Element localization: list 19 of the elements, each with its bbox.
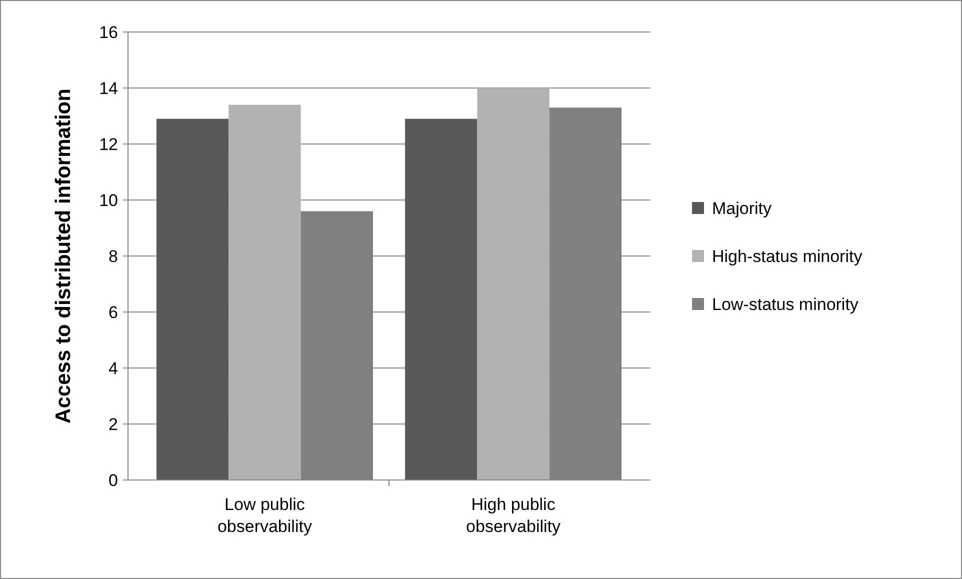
bar: [228, 104, 301, 480]
y-tick-label: 12: [99, 134, 118, 154]
bar: [477, 88, 550, 480]
x-tick-label: High public observability: [466, 495, 562, 536]
y-tick-label: 14: [99, 78, 118, 98]
y-tick-label: 16: [99, 22, 118, 42]
bar: [405, 118, 478, 480]
legend-label: High-status minority: [712, 246, 863, 266]
y-tick-label: 4: [108, 358, 118, 378]
legend-label: Low-status minority: [712, 294, 859, 314]
y-tick-label: 2: [108, 414, 118, 434]
y-tick-label: 8: [108, 246, 118, 266]
y-tick-label: 0: [108, 470, 118, 490]
y-tick-label: 6: [108, 302, 118, 322]
legend-label: Majority: [712, 198, 772, 218]
y-tick-label: 10: [99, 190, 118, 210]
bar: [156, 118, 229, 480]
x-tick-label: Low public observability: [217, 495, 312, 536]
y-axis-title: Access to distributed information: [52, 88, 75, 424]
